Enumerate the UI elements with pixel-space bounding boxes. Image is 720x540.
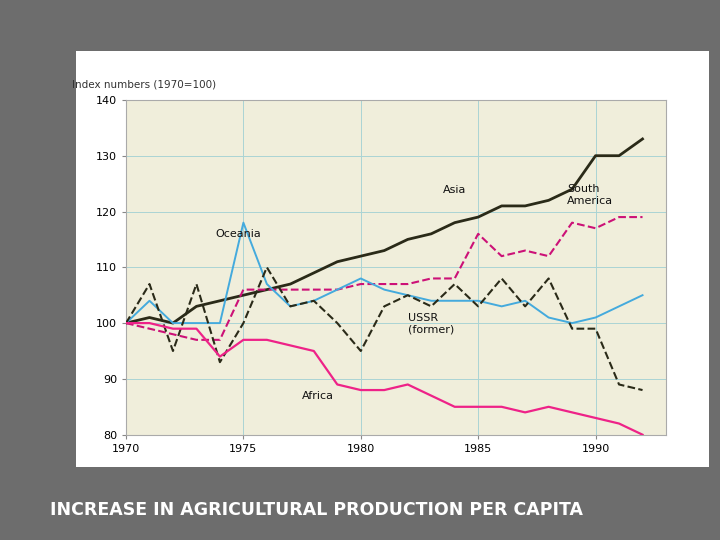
Text: South
America: South America [567,184,613,206]
Text: Asia: Asia [443,185,467,195]
Text: USSR
(former): USSR (former) [408,313,454,334]
Text: Oceania: Oceania [215,230,261,239]
Text: Africa: Africa [302,391,334,401]
Text: Index numbers (1970=100): Index numbers (1970=100) [72,80,216,90]
Text: INCREASE IN AGRICULTURAL PRODUCTION PER CAPITA: INCREASE IN AGRICULTURAL PRODUCTION PER … [50,501,583,519]
